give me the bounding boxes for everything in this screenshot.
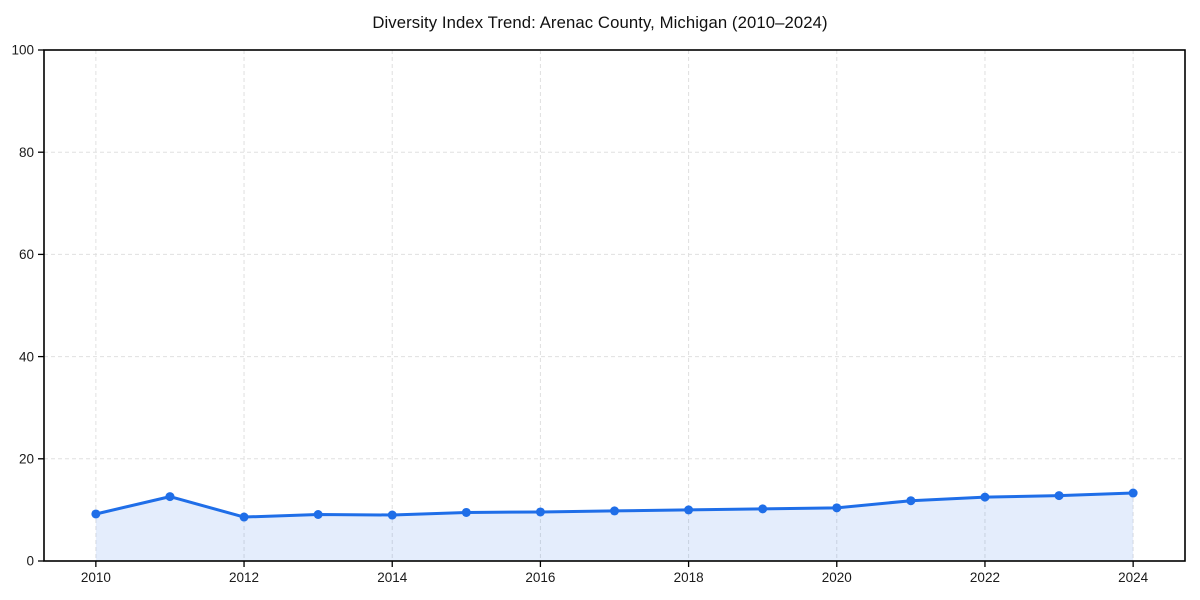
y-tick-label: 20 [19, 452, 34, 467]
x-tick-label: 2018 [674, 570, 704, 585]
x-tick-label: 2020 [822, 570, 852, 585]
chart-title: Diversity Index Trend: Arenac County, Mi… [372, 13, 828, 32]
x-tick-label: 2010 [81, 570, 111, 585]
data-point-2021 [906, 496, 916, 506]
x-tick-label: 2016 [525, 570, 555, 585]
area-fill [95, 493, 1134, 561]
data-point-2018 [684, 505, 694, 515]
data-point-2017 [610, 506, 619, 516]
y-tick-label: 40 [19, 349, 34, 364]
y-tick-label: 0 [26, 554, 34, 569]
data-point-2016 [535, 507, 545, 517]
data-point-2013 [313, 509, 323, 519]
data-point-2014 [387, 510, 397, 520]
data-point-2011 [165, 492, 175, 502]
data-point-2020 [832, 503, 842, 513]
data-point-2010 [91, 509, 101, 519]
x-tick-label: 2022 [970, 570, 1000, 585]
plot-border [43, 49, 1186, 562]
y-tick-label: 100 [11, 43, 34, 58]
x-tick-label: 2012 [229, 570, 259, 585]
y-tick-label: 80 [19, 145, 34, 160]
data-point-2019 [758, 504, 768, 514]
data-point-2022 [980, 492, 990, 502]
data-point-2012 [239, 512, 249, 522]
data-point-2023 [1054, 491, 1064, 501]
x-tick-label: 2014 [377, 570, 408, 585]
x-tick-label: 2024 [1118, 570, 1149, 585]
data-point-2024 [1128, 488, 1138, 498]
y-tick-label: 60 [19, 247, 34, 262]
data-point-2015 [461, 507, 471, 517]
